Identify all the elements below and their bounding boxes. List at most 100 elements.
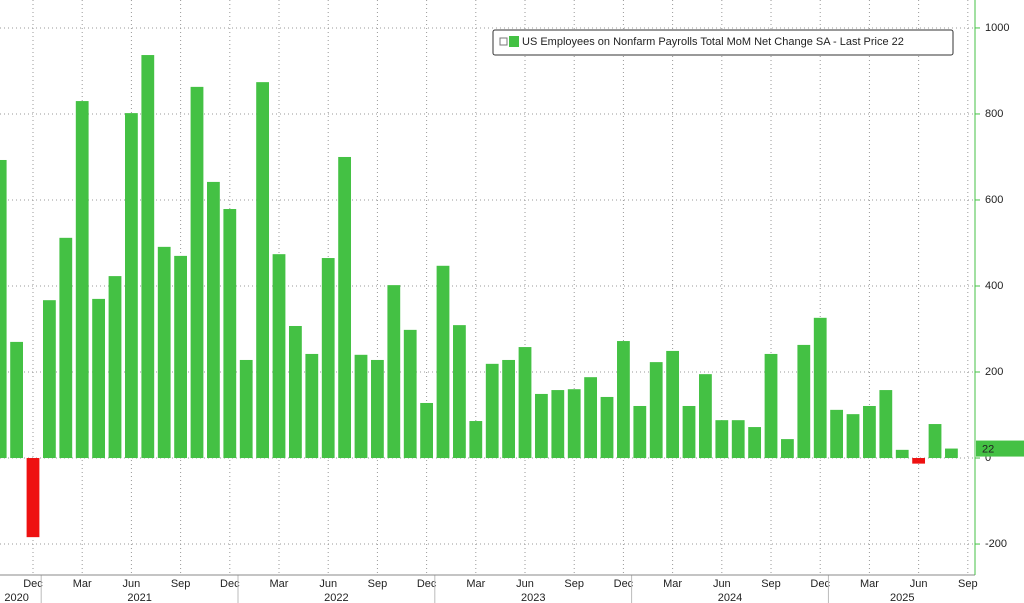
bar <box>387 285 401 459</box>
bar <box>748 427 762 459</box>
x-tick-label: Jun <box>910 578 928 590</box>
bar <box>682 405 696 459</box>
y-tick-label: 200 <box>985 366 1003 378</box>
x-tick-label: Dec <box>810 578 830 590</box>
x-tick-label: Dec <box>417 578 437 590</box>
bar <box>59 237 73 459</box>
bar <box>0 159 7 459</box>
bar <box>371 359 384 459</box>
bar <box>239 359 253 459</box>
bar <box>535 393 548 459</box>
bar <box>567 389 581 459</box>
bar <box>157 246 171 459</box>
bar <box>879 390 893 459</box>
bar <box>272 254 286 459</box>
bar <box>207 181 220 459</box>
x-tick-label: Dec <box>220 578 240 590</box>
x-tick-label: Sep <box>368 578 388 590</box>
bar <box>846 414 860 459</box>
x-tick-label: Mar <box>663 578 682 590</box>
bar <box>174 255 187 459</box>
x-tick-label: Jun <box>319 578 337 590</box>
bar <box>469 421 483 459</box>
x-tick-label: Jun <box>713 578 731 590</box>
bar <box>666 350 680 459</box>
bar <box>617 341 630 459</box>
bar <box>256 82 270 459</box>
bar <box>141 55 155 459</box>
y-tick-label: 1000 <box>985 22 1009 34</box>
year-label: 2020 <box>4 592 28 603</box>
x-tick-label: Mar <box>270 578 289 590</box>
bar <box>354 354 368 459</box>
bar <box>731 420 745 459</box>
bar <box>453 325 466 459</box>
year-label: 2025 <box>890 592 914 603</box>
bar <box>26 458 40 538</box>
x-tick-label: Mar <box>73 578 92 590</box>
bar <box>223 209 237 459</box>
bar <box>502 359 516 459</box>
bar <box>633 405 647 459</box>
year-label: 2024 <box>718 592 742 603</box>
bar <box>895 449 909 459</box>
bar <box>551 390 565 459</box>
bar <box>75 101 89 459</box>
bar <box>485 363 499 459</box>
last-price-tag <box>976 440 1024 457</box>
legend-expand <box>499 37 508 46</box>
y-tick-label: 600 <box>985 194 1003 206</box>
bar <box>699 374 712 459</box>
bar <box>863 405 876 459</box>
x-tick-label: Jun <box>516 578 534 590</box>
y-tick-label: -200 <box>985 538 1007 550</box>
bar <box>830 409 844 459</box>
bar <box>420 402 434 459</box>
bar <box>928 424 942 459</box>
year-label: 2022 <box>324 592 348 603</box>
x-tick-label: Dec <box>23 578 43 590</box>
y-tick-label: 0 <box>985 452 991 464</box>
bar <box>649 362 663 459</box>
bar <box>10 341 23 459</box>
bar <box>912 458 926 464</box>
legend: US Employees on Nonfarm Payrolls Total M… <box>492 29 954 56</box>
y-tick-label: 400 <box>985 280 1003 292</box>
year-label: 2023 <box>521 592 545 603</box>
bar <box>797 344 811 459</box>
bar <box>321 258 335 459</box>
x-tick-label: Mar <box>860 578 879 590</box>
bar <box>764 353 778 459</box>
bar <box>584 377 598 459</box>
bar <box>92 298 105 459</box>
legend-box <box>492 29 954 56</box>
bar <box>190 86 204 459</box>
y-tick-label: 800 <box>985 108 1003 120</box>
bar <box>338 156 352 459</box>
x-tick-label: Sep <box>564 578 584 590</box>
bar <box>518 347 532 459</box>
year-label: 2021 <box>127 592 151 603</box>
bar <box>600 396 614 459</box>
bar <box>403 329 417 459</box>
x-tick-label: Dec <box>614 578 634 590</box>
last-price-label: 22 <box>982 443 994 455</box>
x-tick-label: Sep <box>958 578 978 590</box>
bar <box>108 276 122 459</box>
bar <box>715 420 729 459</box>
bar <box>305 353 319 459</box>
x-tick-label: Mar <box>466 578 485 590</box>
bar <box>125 113 138 459</box>
bar <box>436 265 450 459</box>
bar <box>43 300 56 459</box>
x-tick-label: Jun <box>123 578 141 590</box>
bar <box>945 448 958 459</box>
bar <box>289 325 302 459</box>
x-tick-label: Sep <box>171 578 191 590</box>
bar <box>813 317 827 459</box>
x-tick-label: Sep <box>761 578 781 590</box>
legend-swatch <box>509 36 519 47</box>
bar <box>781 439 794 459</box>
legend-label: US Employees on Nonfarm Payrolls Total M… <box>522 36 904 48</box>
